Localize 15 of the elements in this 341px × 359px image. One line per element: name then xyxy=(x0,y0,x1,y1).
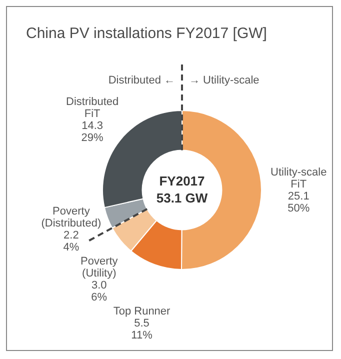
data-label: 5.5 11% xyxy=(131,318,153,342)
slice-label: Distributed FiT xyxy=(66,96,119,120)
slice-label: Utility-scale FiT xyxy=(270,166,327,190)
data-label: 25.1 50% xyxy=(288,190,310,214)
data-label: 2.2 4% xyxy=(63,230,80,254)
slice-label: Top Runner xyxy=(113,306,171,318)
slice-label: Poverty (Utility) xyxy=(80,256,118,280)
chart-title: China PV installations FY2017 [GW] xyxy=(26,25,267,42)
slice-label: Poverty (Distributed) xyxy=(41,206,102,230)
text: 53.1 GW xyxy=(156,190,208,206)
text: Distributed ← xyxy=(108,74,175,87)
text: → Utility-scale xyxy=(189,74,260,87)
text: FY2017 xyxy=(159,174,205,189)
data-label: 3.0 6% xyxy=(91,280,108,304)
data-label: 14.3 29% xyxy=(81,120,104,144)
